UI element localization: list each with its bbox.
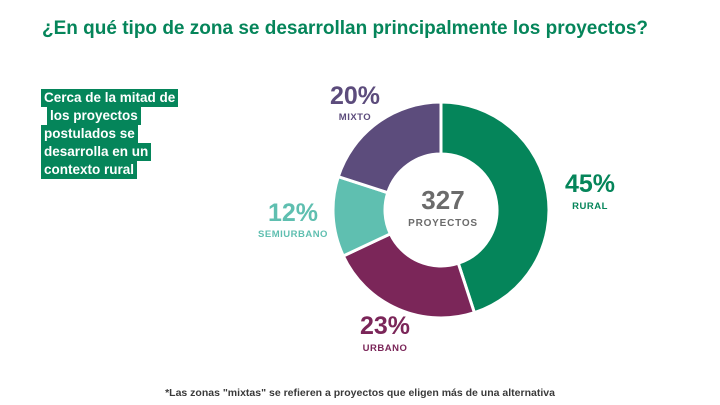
mixto-percent: 20%: [329, 82, 381, 110]
donut-slice-urbano: [341, 231, 477, 320]
urbano-label: URBANO: [362, 343, 408, 354]
center-label: PROYECTOS: [408, 218, 478, 229]
donut-slice-mixto: [336, 100, 443, 195]
callout-line: desarrolla en un: [41, 143, 152, 161]
rural-percent: 45%: [564, 170, 616, 198]
page-title: ¿En qué tipo de zona se desarrollan prin…: [42, 18, 649, 39]
mixto-label: MIXTO: [338, 112, 372, 123]
semiurbano-label: SEMIURBANO: [258, 229, 328, 240]
callout-line: los proyectos: [47, 107, 141, 125]
donut-slice-rural: [439, 100, 551, 315]
callout-line: Cerca de la mitad de: [41, 89, 179, 107]
semiurbano-percent: 12%: [267, 199, 319, 227]
highlight-callout: Cerca de la mitad de los proyectos postu…: [41, 89, 206, 179]
footnote: *Las zonas "mixtas" se refieren a proyec…: [165, 387, 555, 399]
callout-line: contexto rural: [41, 161, 138, 179]
callout-line: postulados se: [41, 125, 138, 143]
center-total: 327: [421, 185, 465, 215]
rural-label: RURAL: [572, 201, 608, 212]
urbano-percent: 23%: [359, 312, 411, 340]
